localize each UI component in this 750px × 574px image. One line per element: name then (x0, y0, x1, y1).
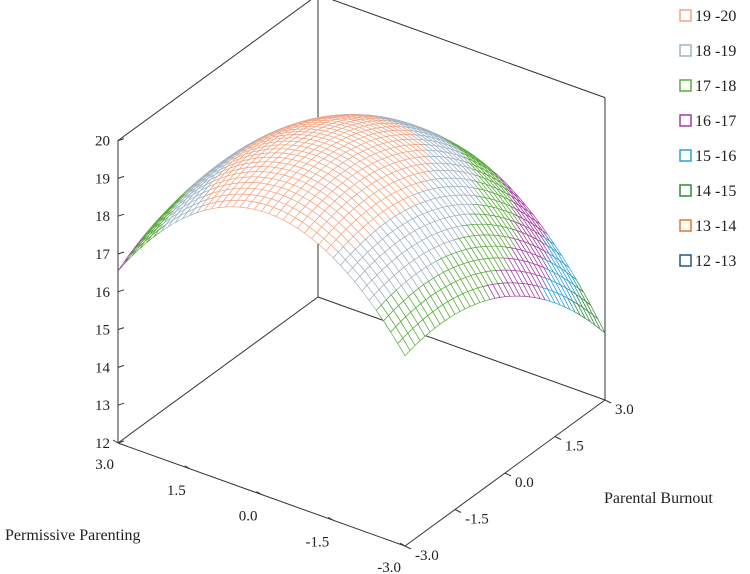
surface-cell (397, 337, 411, 357)
z-tick-mark (117, 213, 125, 217)
z-tick-label: 16 (95, 285, 111, 301)
legend-swatch (679, 149, 692, 162)
y-tick-label: 1.5 (565, 439, 584, 455)
x-axis-ticks: 3.0 1.5 0.0 -1.5 -3.0 (95, 439, 406, 574)
y-tick-mark (604, 399, 612, 404)
y-tick-label: -1.5 (465, 512, 489, 528)
z-tick-mark (117, 402, 125, 406)
z-tick-label: 12 (95, 436, 110, 452)
box-edge-back-6 (317, 296, 606, 401)
x-axis-title: Permissive Parenting (5, 527, 141, 544)
x-tick-mark (399, 542, 406, 547)
legend: 19 -20 18 -19 17 -18 16 -17 15 -16 14 -15 13 -… (679, 8, 736, 270)
legend-swatch (679, 254, 692, 267)
z-tick-label: 17 (95, 247, 111, 263)
y-tick-label: 3.0 (615, 402, 634, 418)
legend-swatch (679, 9, 692, 22)
x-tick-label: 3.0 (95, 457, 114, 473)
box-edge-back-5 (117, 296, 319, 444)
z-tick-mark (117, 138, 125, 142)
z-tick-label: 18 (95, 209, 110, 225)
x-tick-mark (327, 516, 334, 521)
x-tick-label: -3.0 (377, 560, 401, 574)
legend-label: 18 -19 (695, 43, 736, 60)
x-tick-mark (112, 439, 119, 444)
x-tick-label: 1.5 (167, 483, 186, 499)
y-tick-mark (454, 509, 462, 513)
z-tick-mark (117, 289, 125, 293)
x-tick-mark (184, 465, 191, 470)
x-tick-label: 0.0 (239, 509, 258, 525)
legend-swatch (679, 79, 692, 92)
legend-label: 16 -17 (695, 113, 736, 130)
z-tick-mark (117, 440, 125, 444)
box-edge-back-2 (331, 0, 606, 99)
y-tick-mark (554, 436, 562, 440)
y-tick-label: 0.0 (515, 475, 534, 491)
y-axis-title: Parental Burnout (604, 490, 713, 507)
legend-swatch (679, 184, 692, 197)
z-tick-mark (117, 251, 125, 255)
legend-label: 13 -14 (695, 218, 736, 235)
legend-swatch (679, 44, 692, 57)
z-axis-ticks: 12 13 14 15 16 17 18 19 20 (95, 134, 125, 452)
y-tick-mark (504, 472, 512, 477)
z-tick-mark (117, 364, 125, 368)
surface-mesh (117, 114, 606, 357)
legend-label: 19 -20 (695, 8, 736, 25)
z-tick-mark (117, 175, 125, 179)
y-axis-ticks: -3.0 -1.5 0.0 1.5 3.0 (404, 399, 634, 564)
z-tick-label: 15 (95, 323, 110, 339)
z-tick-mark (117, 327, 125, 331)
box-edge-back-1 (117, 0, 312, 142)
y-tick-label: -3.0 (415, 548, 439, 564)
legend-label: 12 -13 (695, 253, 736, 270)
y-tick-mark (404, 545, 412, 550)
z-tick-label: 14 (95, 360, 111, 376)
legend-label: 14 -15 (695, 183, 736, 200)
z-tick-label: 20 (95, 134, 110, 150)
x-tick-label: -1.5 (306, 534, 330, 550)
z-tick-label: 13 (95, 398, 110, 414)
legend-swatch (679, 114, 692, 127)
legend-swatch (679, 219, 692, 232)
x-tick-mark (256, 491, 262, 495)
legend-label: 15 -16 (695, 148, 736, 165)
legend-label: 17 -18 (695, 78, 736, 95)
z-tick-label: 19 (95, 171, 110, 187)
